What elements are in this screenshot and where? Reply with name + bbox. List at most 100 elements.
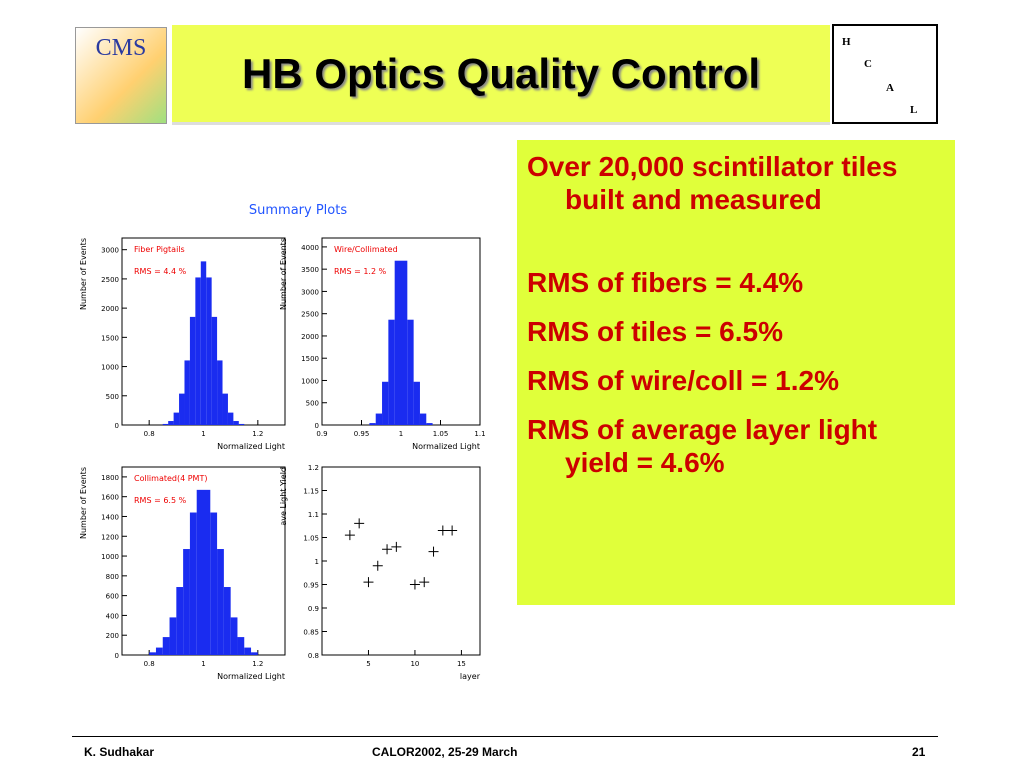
scatter-point	[344, 530, 355, 541]
rms-label: RMS = 1.2 %	[334, 267, 387, 276]
histogram-bar	[189, 512, 197, 655]
footer: K. Sudhakar CALOR2002, 25-29 March 21	[72, 736, 938, 759]
histogram-bar	[401, 260, 408, 425]
bullet-box: Over 20,000 scintillator tiles built and…	[517, 140, 955, 605]
y-tick-label: 3000	[301, 288, 319, 296]
y-tick-label: 2500	[101, 276, 119, 284]
y-tick-label: 800	[106, 573, 119, 581]
histogram-bar	[227, 412, 234, 425]
y-tick-label: 1.1	[308, 511, 319, 519]
histogram-bar	[237, 637, 245, 655]
y-tick-label: 1500	[301, 355, 319, 363]
y-axis-label: ave Light Yield	[279, 467, 288, 526]
scatter-point	[437, 525, 448, 536]
y-tick-label: 1.05	[303, 535, 319, 543]
histogram-bar	[217, 360, 223, 425]
histogram-bar	[369, 423, 376, 425]
logo: CMS	[75, 27, 167, 124]
y-tick-label: 1000	[301, 377, 319, 385]
histogram-bar	[206, 277, 212, 425]
plot-label: Fiber Pigtails	[134, 245, 185, 254]
x-tick-label: 1.05	[433, 430, 449, 438]
y-tick-label: 0.9	[308, 605, 319, 613]
plot-label: Collimated(4 PMT)	[134, 474, 207, 483]
histogram-bar	[203, 489, 211, 655]
scatter-point	[447, 525, 458, 536]
y-tick-label: 0.95	[303, 582, 319, 590]
histogram-bar	[375, 413, 383, 425]
histogram-bar	[233, 421, 239, 425]
scatter-point	[428, 546, 439, 557]
histogram-bar	[382, 381, 389, 425]
plot-frame	[321, 466, 481, 656]
histogram-bar	[217, 549, 224, 655]
histogram-bar	[238, 423, 245, 425]
histogram-bar	[244, 647, 252, 655]
hcal-letter: H	[842, 36, 851, 48]
x-tick-label: 0.95	[354, 430, 370, 438]
y-tick-label: 1000	[101, 553, 119, 561]
histogram-bar	[210, 512, 218, 655]
y-tick-label: 1500	[101, 334, 119, 342]
histogram-bar	[183, 549, 190, 655]
x-tick-label: 0.8	[144, 660, 155, 668]
x-tick-label: 1	[201, 430, 205, 438]
histogram-bar	[230, 617, 238, 655]
scatter-point	[409, 579, 420, 590]
x-tick-label: 0.9	[316, 430, 327, 438]
y-tick-label: 500	[106, 393, 119, 401]
y-tick-label: 2500	[301, 311, 319, 319]
y-tick-label: 1800	[101, 474, 119, 482]
histogram-bar	[251, 652, 258, 655]
histogram-bar	[394, 260, 401, 425]
hcal-logo: H C A L	[832, 24, 938, 124]
histogram-bar	[169, 617, 177, 655]
y-tick-label: 1400	[101, 513, 119, 521]
y-tick-label: 600	[106, 593, 119, 601]
bullet: RMS of wire/coll = 1.2%	[527, 365, 839, 396]
histogram-bar	[162, 423, 169, 425]
x-tick-label: 1	[201, 660, 205, 668]
y-tick-label: 3000	[101, 247, 119, 255]
y-axis-label: Number of Events	[79, 238, 88, 310]
hcal-letter: C	[864, 58, 872, 70]
histogram-bar	[179, 393, 185, 425]
x-tick-label: 1.2	[252, 430, 263, 438]
histogram-bar	[176, 587, 184, 655]
x-tick-label: 0.8	[144, 430, 155, 438]
y-tick-label: 400	[106, 612, 119, 620]
histogram-bar	[162, 637, 170, 655]
y-tick-label: 1.15	[303, 488, 319, 496]
bullet: Over 20,000 scintillator tiles built and…	[527, 151, 898, 215]
x-tick-label: 1	[399, 430, 403, 438]
footer-author: K. Sudhakar	[84, 745, 155, 759]
y-tick-label: 1.2	[308, 464, 319, 472]
histogram-bar	[222, 393, 228, 425]
histogram-bar	[149, 652, 156, 655]
y-tick-label: 2000	[101, 305, 119, 313]
x-axis-label: layer	[460, 672, 481, 681]
hcal-letter: L	[910, 104, 918, 116]
y-tick-label: 0.85	[303, 629, 319, 637]
histogram-bar	[200, 261, 207, 425]
x-tick-label: 1.1	[474, 430, 485, 438]
histogram-bar	[184, 360, 190, 425]
y-tick-label: 2000	[301, 333, 319, 341]
x-axis-label: Normalized Light	[217, 442, 285, 451]
footer-page: 21	[912, 745, 926, 759]
footer-event: CALOR2002, 25-29 March	[372, 745, 518, 759]
rms-label: RMS = 4.4 %	[134, 267, 187, 276]
bullet: RMS of tiles = 6.5%	[527, 316, 783, 347]
figure-title: Summary Plots	[249, 203, 347, 218]
histogram-bar	[189, 316, 196, 425]
histogram-bar	[407, 319, 414, 425]
x-axis-label: Normalized Light	[412, 442, 480, 451]
y-tick-label: 1200	[101, 533, 119, 541]
summary-plots: Summary Plots 0500100015002000250030000.…	[79, 203, 486, 681]
scatter-point	[382, 544, 393, 555]
y-tick-label: 1600	[101, 494, 119, 502]
y-tick-label: 3500	[301, 266, 319, 274]
histogram-bar	[223, 587, 231, 655]
x-tick-label: 10	[410, 660, 419, 668]
slide-title: HB Optics Quality Control	[172, 25, 830, 125]
